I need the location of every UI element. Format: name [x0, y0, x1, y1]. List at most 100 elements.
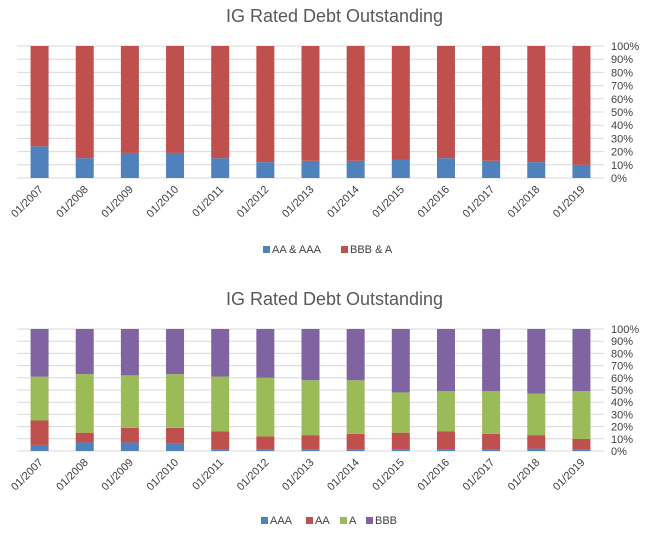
chart-1-bar-aa-aaa-01-2016	[436, 158, 455, 178]
chart-1-bar-aa-aaa-01-2017	[482, 160, 501, 178]
chart-1-x-tick-label: 01/2011	[190, 184, 226, 220]
chart-1-bar-bbb-a-01-2007	[30, 46, 49, 147]
chart-1-bar-bbb-a-01-2012	[256, 46, 275, 163]
chart-2-bar-bbb-01-2008	[75, 329, 94, 375]
chart-1-x-tick-label: 01/2007	[9, 184, 46, 221]
chart-2-bar-aaa-01-2013	[301, 449, 320, 451]
chart-2-y-tick-label: 100%	[611, 324, 639, 336]
chart-1-bar-bbb-a-01-2014	[346, 46, 365, 161]
chart-2-bar-a-01-2019	[572, 391, 591, 439]
chart-2-bar-bbb-01-2013	[301, 329, 320, 381]
chart-2-x-tick-label: 01/2010	[145, 457, 182, 494]
chart-2-y-tick-label: 70%	[611, 361, 633, 373]
chart-1-x-tick-label: 01/2012	[235, 184, 272, 221]
chart-1-bar-aa-aaa-01-2008	[75, 158, 94, 178]
chart-1-bar-bbb-a-01-2010	[166, 46, 185, 153]
chart-1-x-tick-label: 01/2017	[461, 184, 498, 221]
chart-1-legend-label: AA & AAA	[272, 244, 322, 256]
chart-2-y-tick-label: 0%	[611, 446, 627, 458]
chart-2-legend-label: AA	[315, 515, 330, 527]
chart-2-bar-a-01-2014	[346, 380, 365, 434]
chart-2-legend-swatch	[340, 517, 347, 524]
chart-1-bar-bbb-a-01-2019	[572, 46, 591, 165]
chart-2-x-tick-label: 01/2013	[280, 457, 317, 494]
chart-2-bar-aa-01-2018	[527, 435, 546, 449]
chart-2-bar-bbb-01-2012	[256, 329, 275, 378]
chart-1-y-tick-label: 80%	[611, 67, 633, 79]
chart-2-bar-aaa-01-2017	[482, 449, 501, 451]
chart-1-y-tick-label: 50%	[611, 107, 633, 119]
chart-1-x-tick-label: 01/2014	[325, 184, 362, 221]
chart-2-bar-aa-01-2009	[120, 427, 139, 443]
chart-2-y-tick-label: 20%	[611, 422, 633, 434]
chart-2-bar-aa-01-2012	[256, 436, 275, 450]
chart-1-bar-aa-aaa-01-2019	[572, 164, 591, 178]
chart-2-bar-aaa-01-2019	[572, 449, 591, 451]
chart-2-bar-bbb-01-2010	[166, 329, 185, 375]
chart-1-y-tick-label: 20%	[611, 147, 633, 159]
chart-1-legend-label: BBB & A	[350, 244, 393, 256]
chart-2-bar-a-01-2011	[211, 376, 230, 432]
chart-1-y-tick-label: 100%	[611, 41, 639, 53]
chart-2-legend-label: AAA	[270, 515, 293, 527]
chart-2-bar-a-01-2007	[30, 376, 49, 421]
chart-1-title: IG Rated Debt Outstanding	[226, 6, 443, 26]
chart-2-bar-aa-01-2007	[30, 420, 49, 445]
chart-1-x-tick-label: 01/2010	[145, 184, 182, 221]
chart-1-y-tick-label: 40%	[611, 120, 633, 132]
chart-2-bar-aaa-01-2009	[120, 442, 139, 451]
chart-2-x-tick-label: 01/2011	[190, 457, 226, 493]
chart-2-x-tick-label: 01/2016	[415, 457, 452, 494]
chart-2-bar-bbb-01-2019	[572, 329, 591, 392]
chart-1-legend-swatch	[263, 246, 270, 253]
chart-2-y-tick-label: 30%	[611, 409, 633, 421]
chart-1-y-tick-label: 70%	[611, 81, 633, 93]
chart-2-bar-a-01-2010	[166, 374, 185, 428]
chart-2-legend-label: BBB	[375, 515, 397, 527]
chart-2-legend-swatch	[366, 517, 373, 524]
chart-2-x-tick-label: 01/2012	[235, 457, 272, 494]
chart-2-y-tick-label: 90%	[611, 336, 633, 348]
chart-1-bar-bbb-a-01-2008	[75, 46, 94, 159]
chart-2-bar-aa-01-2010	[166, 427, 185, 444]
chart-2-bar-bbb-01-2014	[346, 329, 365, 381]
chart-2-legend-swatch	[261, 517, 268, 524]
chart-2-bar-aa-01-2016	[436, 431, 455, 450]
chart-2-bar-bbb-01-2009	[120, 329, 139, 376]
chart-1-bar-bbb-a-01-2011	[211, 46, 230, 159]
chart-2-bar-aa-01-2008	[75, 432, 94, 443]
chart-1-bar-bbb-a-01-2016	[436, 46, 455, 159]
chart-1-y-tick-label: 90%	[611, 54, 633, 66]
chart-1-bar-aa-aaa-01-2012	[256, 162, 275, 178]
chart-2-y-tick-label: 10%	[611, 434, 633, 446]
chart-2-x-tick-label: 01/2008	[54, 457, 91, 494]
chart-1-x-tick-label: 01/2019	[551, 184, 588, 221]
chart-2-bar-aa-01-2011	[211, 431, 230, 450]
chart-1-bar-aa-aaa-01-2018	[527, 162, 546, 178]
chart-2-y-tick-label: 80%	[611, 348, 633, 360]
chart-1-bar-aa-aaa-01-2010	[166, 152, 185, 178]
chart-2-x-tick-label: 01/2017	[461, 457, 498, 494]
chart-2-bar-a-01-2017	[482, 391, 501, 434]
chart-2-legend-swatch	[306, 517, 313, 524]
chart-1-bar-aa-aaa-01-2013	[301, 160, 320, 178]
chart-2-bar-aaa-01-2016	[436, 449, 455, 451]
chart-2-bar-aa-01-2015	[391, 432, 410, 450]
chart-1-bar-bbb-a-01-2013	[301, 46, 320, 161]
chart-2-legend-label: A	[349, 515, 357, 527]
chart-2-x-tick-label: 01/2015	[370, 457, 407, 494]
chart-2-bar-a-01-2012	[256, 377, 275, 437]
chart-2-bar-a-01-2015	[391, 392, 410, 433]
chart-2-bar-a-01-2013	[301, 380, 320, 436]
chart-2-x-tick-label: 01/2019	[551, 457, 588, 494]
chart-1-bar-aa-aaa-01-2011	[211, 158, 230, 178]
chart-2-bar-aaa-01-2008	[75, 442, 94, 451]
chart-2-y-tick-label: 50%	[611, 385, 633, 397]
chart-2-bar-aaa-01-2014	[346, 449, 365, 451]
chart-2-bar-bbb-01-2007	[30, 329, 49, 377]
chart-2-bar-bbb-01-2018	[527, 329, 546, 394]
chart-2-bar-aaa-01-2011	[211, 449, 230, 451]
chart-1-x-tick-label: 01/2016	[415, 184, 452, 221]
